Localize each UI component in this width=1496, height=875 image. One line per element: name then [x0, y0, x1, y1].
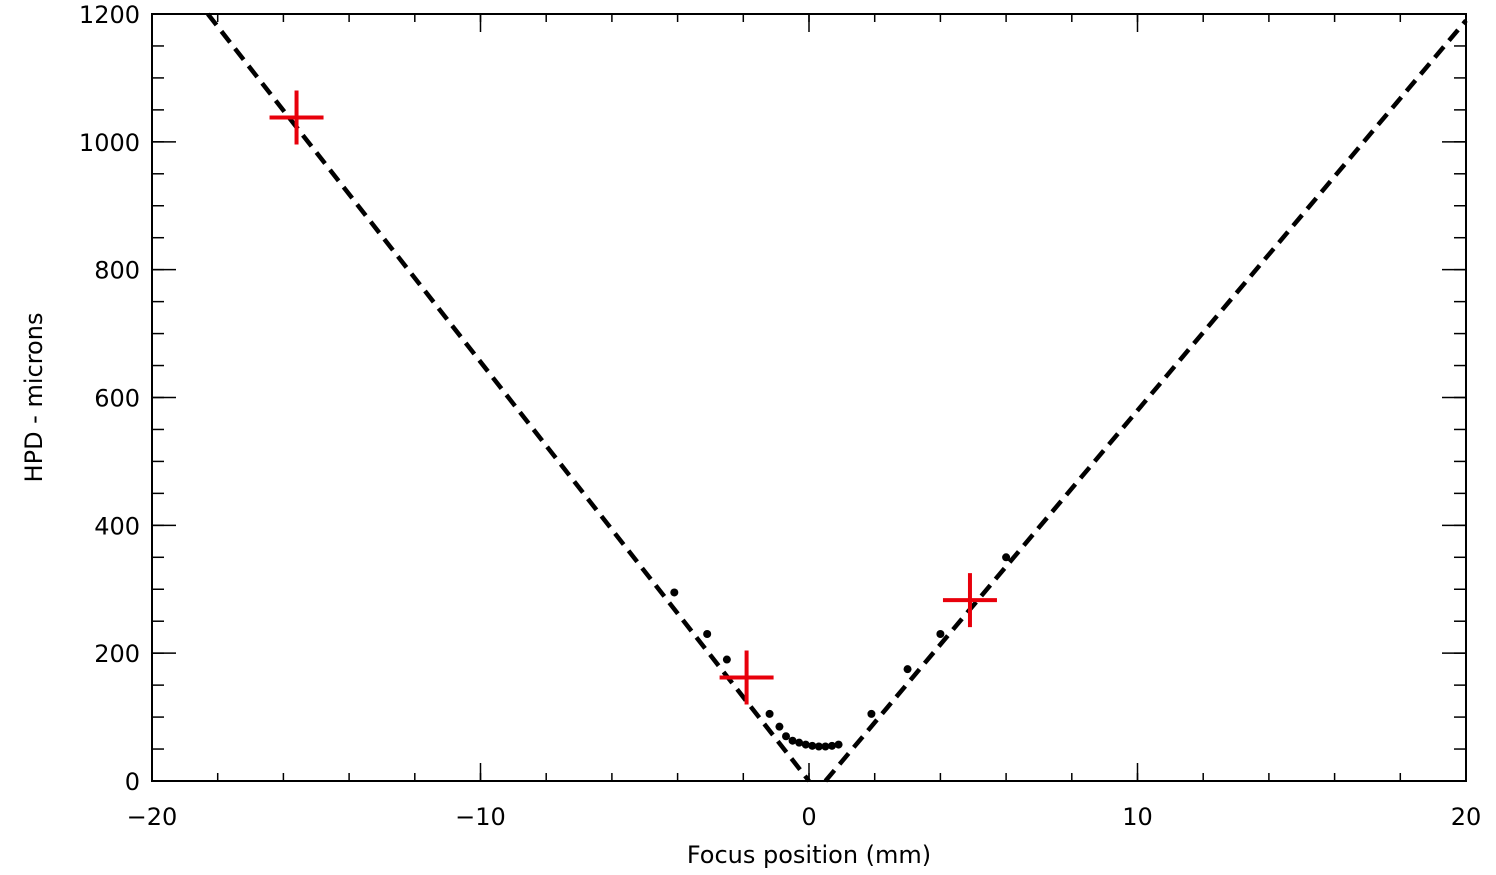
data-dot [821, 742, 830, 751]
data-dot [703, 629, 712, 638]
data-dot [834, 740, 843, 749]
major-ticks [151, 13, 1467, 782]
y-tick-label: 400 [94, 512, 140, 540]
data-dot [670, 588, 679, 597]
data-dot [765, 709, 774, 718]
x-tick-label: −20 [127, 803, 178, 831]
y-axis-label: HPD - microns [20, 313, 48, 483]
data-dot [801, 740, 810, 749]
data-dot [1002, 553, 1011, 562]
y-tick-label: 1200 [79, 1, 140, 29]
x-tick-label: 10 [1122, 803, 1153, 831]
x-tick-label: −10 [455, 803, 506, 831]
data-dots [670, 553, 1011, 751]
data-dot [808, 741, 817, 750]
x-tick-label: 20 [1451, 803, 1482, 831]
plot-frame [151, 13, 1467, 782]
data-dot [795, 738, 804, 747]
data-dot [814, 742, 823, 751]
y-tick-label: 600 [94, 385, 140, 413]
data-dot [722, 655, 731, 664]
y-tick-label: 0 [125, 768, 140, 796]
y-tick-label: 200 [94, 640, 140, 668]
x-axis-label: Focus position (mm) [687, 841, 931, 869]
data-dot [936, 629, 945, 638]
data-dot [782, 732, 791, 741]
data-dot [788, 736, 797, 745]
data-dot [903, 665, 912, 674]
measurement-crosses [269, 90, 997, 705]
fit-line [206, 12, 811, 783]
fit-line [823, 18, 1468, 783]
measurement-cross [942, 573, 997, 628]
y-tick-label: 1000 [79, 129, 140, 157]
data-dot [867, 709, 876, 718]
data-dot [775, 722, 784, 731]
measurement-cross [269, 90, 324, 145]
x-tick-label: 0 [801, 803, 816, 831]
data-dot [827, 741, 836, 750]
measurement-cross [719, 650, 774, 705]
fit-lines [206, 12, 1468, 783]
minor-ticks [151, 13, 1467, 782]
y-tick-label: 800 [94, 257, 140, 285]
